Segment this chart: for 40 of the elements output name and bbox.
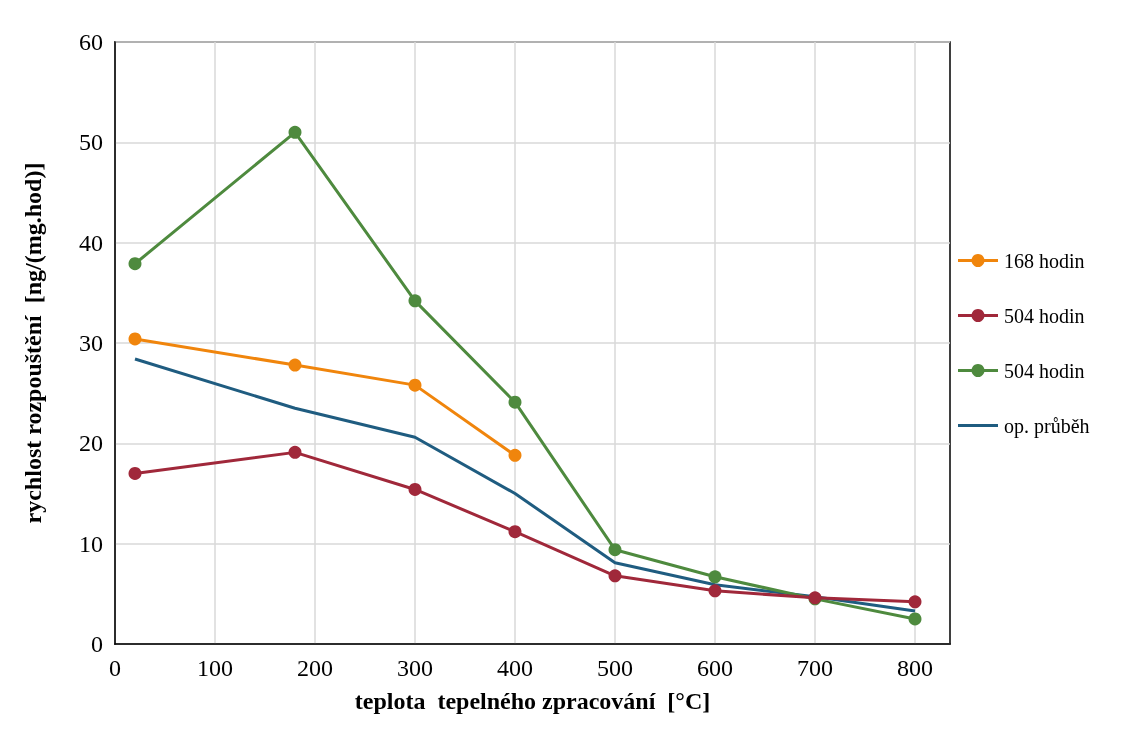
x-tick-label: 0 — [109, 655, 121, 681]
point — [288, 358, 302, 372]
point — [608, 543, 622, 557]
y-tick-label: 50 — [79, 129, 103, 156]
point — [128, 257, 142, 271]
point — [128, 332, 142, 346]
point — [408, 294, 422, 308]
x-tick-label: 400 — [497, 655, 533, 681]
point — [708, 570, 722, 584]
point — [408, 482, 422, 496]
x-tick-label: 300 — [397, 655, 433, 681]
point — [508, 525, 522, 539]
point — [288, 445, 302, 459]
x-tick-label: 600 — [697, 655, 733, 681]
legend-label: op. průběh — [1004, 414, 1090, 438]
y-axis-title: rychlost rozpouštění [ng/(mg.hod)] — [20, 162, 46, 524]
y-tick-label: 30 — [79, 330, 103, 356]
y-tick-label: 40 — [79, 229, 103, 256]
point — [508, 448, 522, 462]
legend-label: 504 hodin — [1004, 359, 1085, 382]
point — [408, 378, 422, 392]
x-axis-title: teplota tepelného zpracování [°C] — [354, 688, 711, 714]
legend-label: 504 hodin — [1004, 304, 1085, 327]
x-tick-label: 500 — [597, 655, 633, 681]
y-tick-label: 60 — [79, 29, 103, 55]
x-tick-label: 800 — [897, 655, 933, 681]
point — [708, 584, 722, 598]
point — [908, 612, 922, 626]
x-tick-label: 100 — [197, 655, 233, 681]
point — [128, 466, 142, 480]
point — [908, 595, 922, 609]
x-tick-label: 200 — [297, 655, 333, 681]
x-tick-label: 700 — [797, 655, 833, 681]
point — [508, 395, 522, 409]
point — [288, 125, 302, 139]
y-tick-label: 0 — [91, 631, 103, 657]
y-tick-label: 20 — [79, 430, 103, 457]
legend-label: 168 hodin — [1004, 249, 1085, 272]
y-tick-label: 10 — [79, 530, 103, 557]
point — [608, 569, 622, 583]
